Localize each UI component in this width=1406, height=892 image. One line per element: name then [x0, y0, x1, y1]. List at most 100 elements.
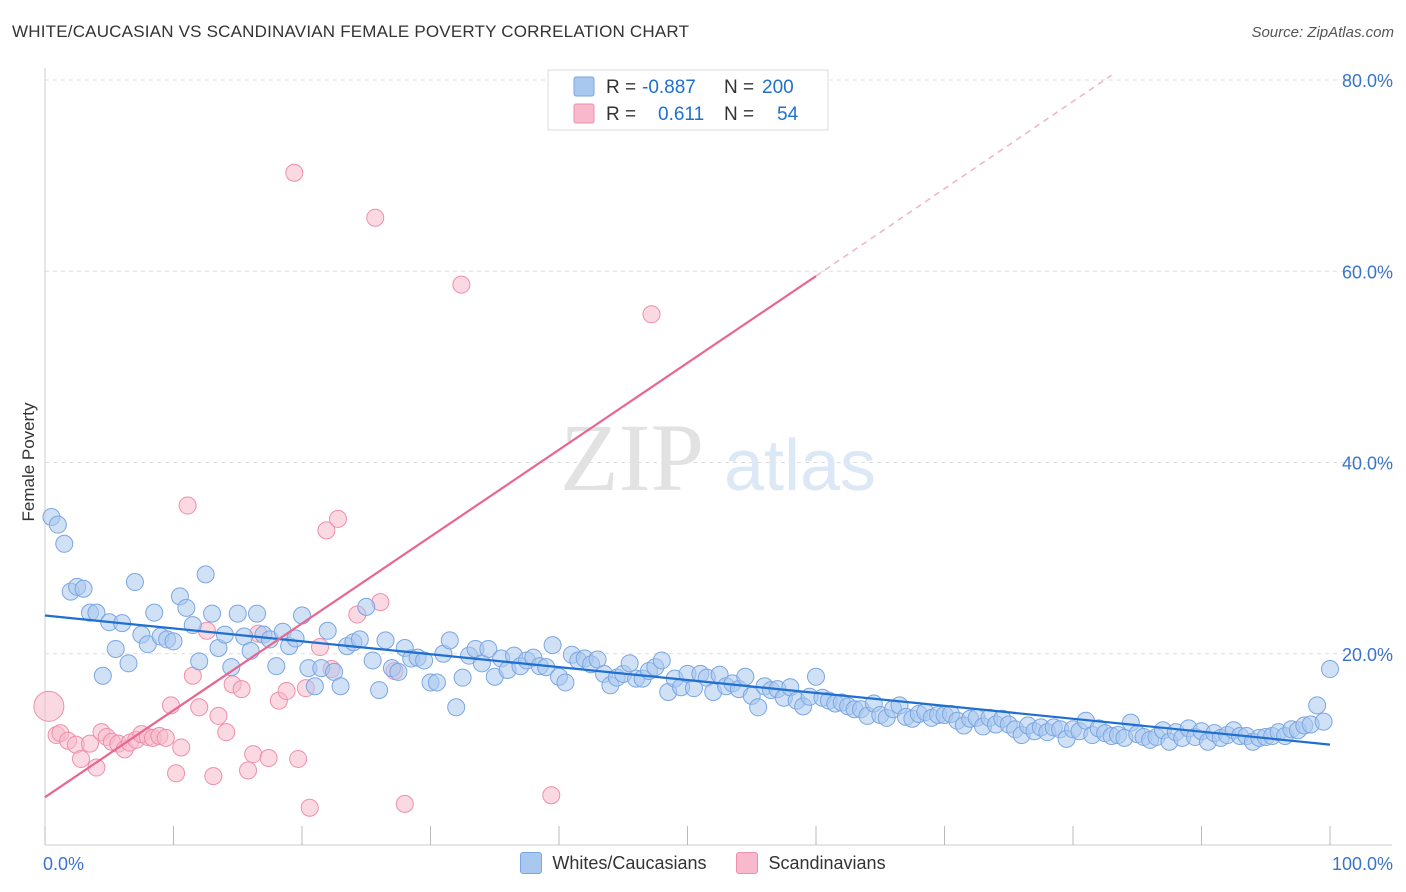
white-point	[248, 604, 267, 623]
legend-n-value: 54	[777, 104, 799, 125]
white-point	[228, 604, 247, 623]
white-point	[74, 579, 93, 598]
white-point	[363, 651, 382, 670]
scandinavian-point	[259, 748, 278, 767]
chart-title: WHITE/CAUCASIAN VS SCANDINAVIAN FEMALE P…	[12, 22, 690, 41]
white-point	[48, 515, 67, 534]
scandinavian-point	[217, 723, 236, 742]
white-point	[293, 606, 311, 625]
scandinavian-point	[204, 767, 223, 786]
scandinavian-point	[167, 764, 186, 783]
white-point	[145, 603, 164, 622]
white-point	[318, 621, 337, 640]
legend-r-label: R =	[606, 104, 636, 125]
svg-text:R = -0.887 N =: R = -0.887 N = 200	[606, 77, 794, 98]
white-point	[196, 565, 215, 584]
legend-r-value: 0.611	[658, 104, 704, 125]
y-tick-label: 40.0%	[1342, 454, 1393, 474]
white-point	[427, 673, 446, 692]
scandinavian-point	[209, 706, 228, 725]
white-point	[190, 652, 209, 671]
scandinavian-point	[244, 745, 263, 764]
legend-n-label: N =	[724, 104, 754, 125]
white-point	[350, 630, 369, 649]
white-point	[453, 668, 472, 687]
scandinavian-point	[178, 496, 197, 515]
legend-item-scandinavians: Scandinavians	[736, 852, 886, 874]
series-legend: Whites/Caucasians Scandinavians	[0, 852, 1406, 874]
white-point	[93, 666, 112, 685]
legend-label-whites: Whites/Caucasians	[552, 852, 707, 873]
white-point	[305, 677, 324, 696]
white-point	[55, 534, 74, 553]
legend-swatch-blue	[573, 76, 595, 97]
white-point	[119, 654, 138, 673]
white-point	[479, 639, 498, 658]
white-point	[543, 636, 562, 655]
watermark-atlas: atlas	[724, 426, 876, 506]
scandinavian-point	[190, 698, 209, 717]
scandinavian-point	[317, 521, 336, 540]
white-point	[389, 662, 408, 681]
legend-n-label: N =	[724, 77, 754, 98]
y-tick-label: 20.0%	[1342, 645, 1393, 665]
white-point	[447, 698, 466, 717]
scandinavian-point	[80, 734, 99, 753]
scandinavians-trend-line	[44, 275, 817, 799]
scandinavian-point	[642, 305, 661, 324]
scandinavian-point	[289, 749, 308, 768]
scandinavian-point	[328, 509, 347, 528]
white-point	[370, 681, 389, 700]
legend-r-label: R =	[606, 77, 636, 98]
scandinavians-trend-extension	[815, 74, 1112, 277]
stats-legend: R = -0.887 N = 200 R = 0.611 N = 54	[547, 69, 829, 131]
scandinavian-point	[285, 163, 304, 182]
legend-swatch-pink	[573, 103, 595, 124]
y-axis-label: Female Poverty	[19, 402, 38, 522]
white-point	[440, 631, 459, 650]
y-tick-label: 80.0%	[1342, 71, 1393, 91]
scandinavian-point	[71, 749, 90, 768]
legend-label-scandinavians: Scandinavians	[768, 852, 886, 873]
white-point	[736, 667, 755, 686]
white-point	[1321, 660, 1339, 679]
scandinavian-point	[33, 690, 65, 722]
white-point	[267, 657, 286, 676]
scandinavian-point	[542, 786, 561, 805]
white-point	[357, 597, 376, 616]
white-point	[286, 629, 305, 648]
legend-swatch-whites	[520, 852, 543, 874]
white-point	[376, 631, 395, 650]
scandinavian-point	[277, 682, 296, 701]
scandinavian-point	[452, 275, 471, 294]
scandinavian-point	[156, 728, 175, 747]
axes: 0.0% 100.0%	[43, 68, 1393, 874]
trend-lines	[44, 74, 1331, 799]
white-point	[222, 658, 241, 677]
x-tick-label: 100.0%	[1332, 854, 1393, 874]
white-point	[1314, 712, 1333, 731]
legend-n-value: 200	[762, 77, 794, 98]
white-point	[620, 654, 639, 673]
white-point	[1308, 696, 1327, 715]
white-point	[415, 651, 434, 670]
scandinavian-point	[300, 798, 319, 817]
white-point	[177, 598, 196, 617]
x-tick-label: 0.0%	[43, 854, 84, 874]
watermark-zip: ZIP	[560, 404, 704, 511]
scandinavian-point	[366, 208, 385, 227]
scandinavian-point	[310, 638, 329, 657]
white-point	[164, 632, 183, 651]
scandinavian-point	[172, 738, 191, 757]
white-point	[807, 667, 825, 686]
white-point	[556, 673, 575, 692]
white-point	[203, 604, 222, 623]
svg-text:R = 0.611 N =: R = 0.611 N = 54	[606, 104, 799, 125]
gridlines: 20.0% 40.0% 60.0% 80.0%	[45, 71, 1393, 665]
white-point	[125, 573, 144, 592]
white-point	[241, 641, 260, 660]
scandinavian-point	[239, 761, 258, 780]
chart-source: Source: ZipAtlas.com	[1251, 24, 1394, 41]
whites-points	[42, 508, 1339, 751]
